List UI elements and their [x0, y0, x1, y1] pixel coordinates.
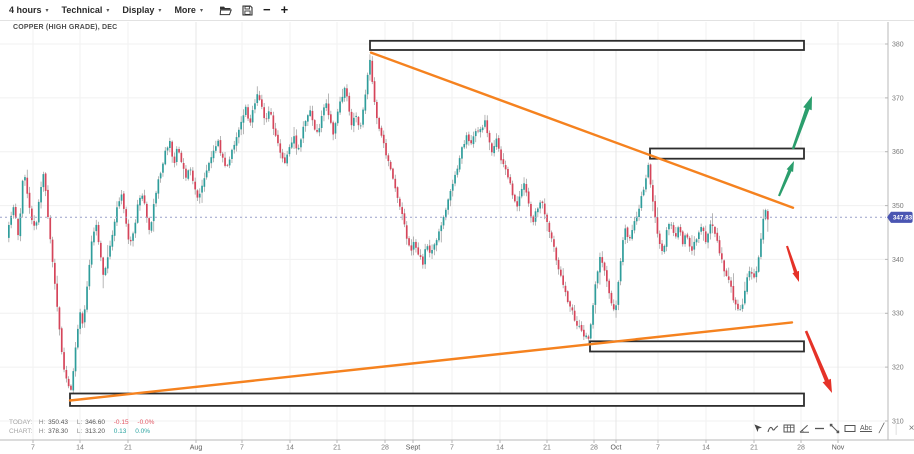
svg-text:28: 28 [381, 445, 389, 452]
legend-row-chart: CHART: H: 378.30 L: 313.20 0.13 0.0% [9, 427, 161, 436]
price-chart[interactable]: 380 370 360 350 340 330 320 310 7 14 21 Aug 7 14 21 28 S… [0, 21, 914, 454]
technical-dropdown-label: Technical [61, 5, 103, 15]
down-arrow-drawing[interactable] [786, 245, 799, 282]
svg-text:21: 21 [333, 445, 341, 452]
low-key: L: [76, 428, 83, 435]
fib-grid-icon[interactable] [783, 422, 795, 435]
svg-text:14: 14 [702, 445, 710, 452]
change-pct: 0.0% [135, 428, 151, 435]
technical-dropdown[interactable]: Technical ▾ [62, 5, 110, 15]
chevron-down-icon: ▾ [158, 7, 162, 14]
svg-text:Aug: Aug [190, 445, 203, 452]
zoom-out-button[interactable]: − [262, 2, 271, 17]
svg-text:347.83: 347.83 [893, 215, 913, 222]
up-arrow-drawing[interactable] [791, 96, 812, 150]
svg-text:21: 21 [124, 445, 132, 452]
diagonal-line-icon[interactable]: ╱ [878, 423, 885, 433]
ascending-trendline[interactable] [68, 321, 794, 402]
svg-text:370: 370 [892, 95, 904, 102]
candlestick-series [8, 54, 769, 397]
last-price-tag: 347.83 [887, 211, 913, 223]
gridlines [0, 22, 888, 440]
change-value: 0.13 [113, 428, 127, 435]
zoom-in-button[interactable]: + [280, 2, 289, 17]
up-arrow-drawing[interactable] [778, 161, 794, 197]
axes [0, 22, 914, 441]
low-value: 313.20 [85, 428, 105, 435]
chevron-down-icon: ▾ [45, 7, 49, 14]
resistance-zone-mid[interactable] [649, 147, 805, 160]
interval-dropdown[interactable]: 4 hours ▾ [9, 5, 49, 15]
svg-text:Sept: Sept [406, 445, 420, 452]
svg-text:380: 380 [892, 41, 904, 48]
price-axis[interactable]: 380 370 360 350 340 330 320 310 [885, 41, 904, 425]
svg-text:7: 7 [450, 445, 454, 452]
svg-text:330: 330 [892, 311, 904, 318]
support-zone-mid[interactable] [589, 340, 805, 353]
svg-text:310: 310 [892, 418, 904, 425]
low-key: L: [76, 419, 83, 426]
line-segment-icon[interactable] [829, 422, 840, 435]
legend-label: TODAY: [9, 419, 33, 426]
legend-label: CHART: [9, 428, 33, 435]
svg-text:7: 7 [240, 445, 244, 452]
high-value: 350.43 [48, 419, 69, 426]
chevron-down-icon: ▾ [106, 7, 110, 14]
interval-dropdown-label: 4 hours [9, 5, 42, 15]
high-key: H: [38, 419, 46, 426]
open-folder-icon[interactable] [219, 5, 232, 16]
chevron-down-icon: ▾ [199, 7, 203, 14]
horizontal-line-icon[interactable] [814, 422, 825, 435]
svg-text:14: 14 [76, 445, 84, 452]
display-dropdown-label: Display [122, 5, 155, 15]
toolbar-separator: │ [893, 423, 900, 434]
low-value: 346.60 [85, 419, 105, 426]
svg-text:7: 7 [656, 445, 660, 452]
descending-trendline[interactable] [369, 51, 795, 209]
ohlc-legend: TODAY: H: 350.43 L: 346.60 -0.15 -0.0% C… [9, 418, 161, 436]
svg-text:14: 14 [496, 445, 504, 452]
down-arrow-drawing[interactable] [804, 330, 832, 394]
elbow-line-icon[interactable] [767, 422, 779, 435]
svg-text:21: 21 [750, 445, 758, 452]
svg-text:28: 28 [590, 445, 598, 452]
save-icon[interactable] [242, 4, 253, 16]
svg-text:340: 340 [892, 257, 904, 264]
svg-text:360: 360 [892, 149, 904, 156]
cursor-icon[interactable] [752, 422, 763, 435]
svg-text:21: 21 [543, 445, 551, 452]
high-value: 378.30 [48, 428, 69, 435]
svg-text:Oct: Oct [611, 445, 622, 452]
resistance-zone-upper[interactable] [369, 39, 805, 51]
symbol-title: COPPER (HIGH GRADE), DEC [13, 24, 118, 31]
top-toolbar: 4 hours ▾ Technical ▾ Display ▾ More ▾ −… [0, 0, 914, 21]
text-tool-icon[interactable]: Abc [860, 425, 873, 432]
svg-text:Nov: Nov [832, 445, 845, 452]
more-dropdown-label: More [174, 5, 196, 15]
drawing-toolbar: Abc ╱ │ × [752, 422, 914, 435]
svg-text:14: 14 [286, 445, 294, 452]
change-pct: -0.0% [137, 419, 155, 426]
svg-text:350: 350 [892, 203, 904, 210]
high-key: H: [38, 428, 46, 435]
trend-angle-icon[interactable] [799, 422, 810, 435]
svg-text:320: 320 [892, 365, 904, 372]
more-dropdown[interactable]: More ▾ [174, 5, 203, 15]
close-icon[interactable]: × [908, 423, 914, 434]
legend-row-today: TODAY: H: 350.43 L: 346.60 -0.15 -0.0% [9, 418, 161, 427]
display-dropdown[interactable]: Display ▾ [122, 5, 161, 15]
support-zone-lower[interactable] [69, 392, 805, 407]
rectangle-tool-icon[interactable] [844, 422, 856, 435]
time-axis[interactable]: 7 14 21 Aug 7 14 21 28 Sept 7 14 21 28 Oct 7 14 21 28 Nov [31, 440, 845, 452]
svg-text:28: 28 [797, 445, 805, 452]
change-value: -0.15 [113, 419, 129, 426]
svg-text:7: 7 [31, 445, 35, 452]
